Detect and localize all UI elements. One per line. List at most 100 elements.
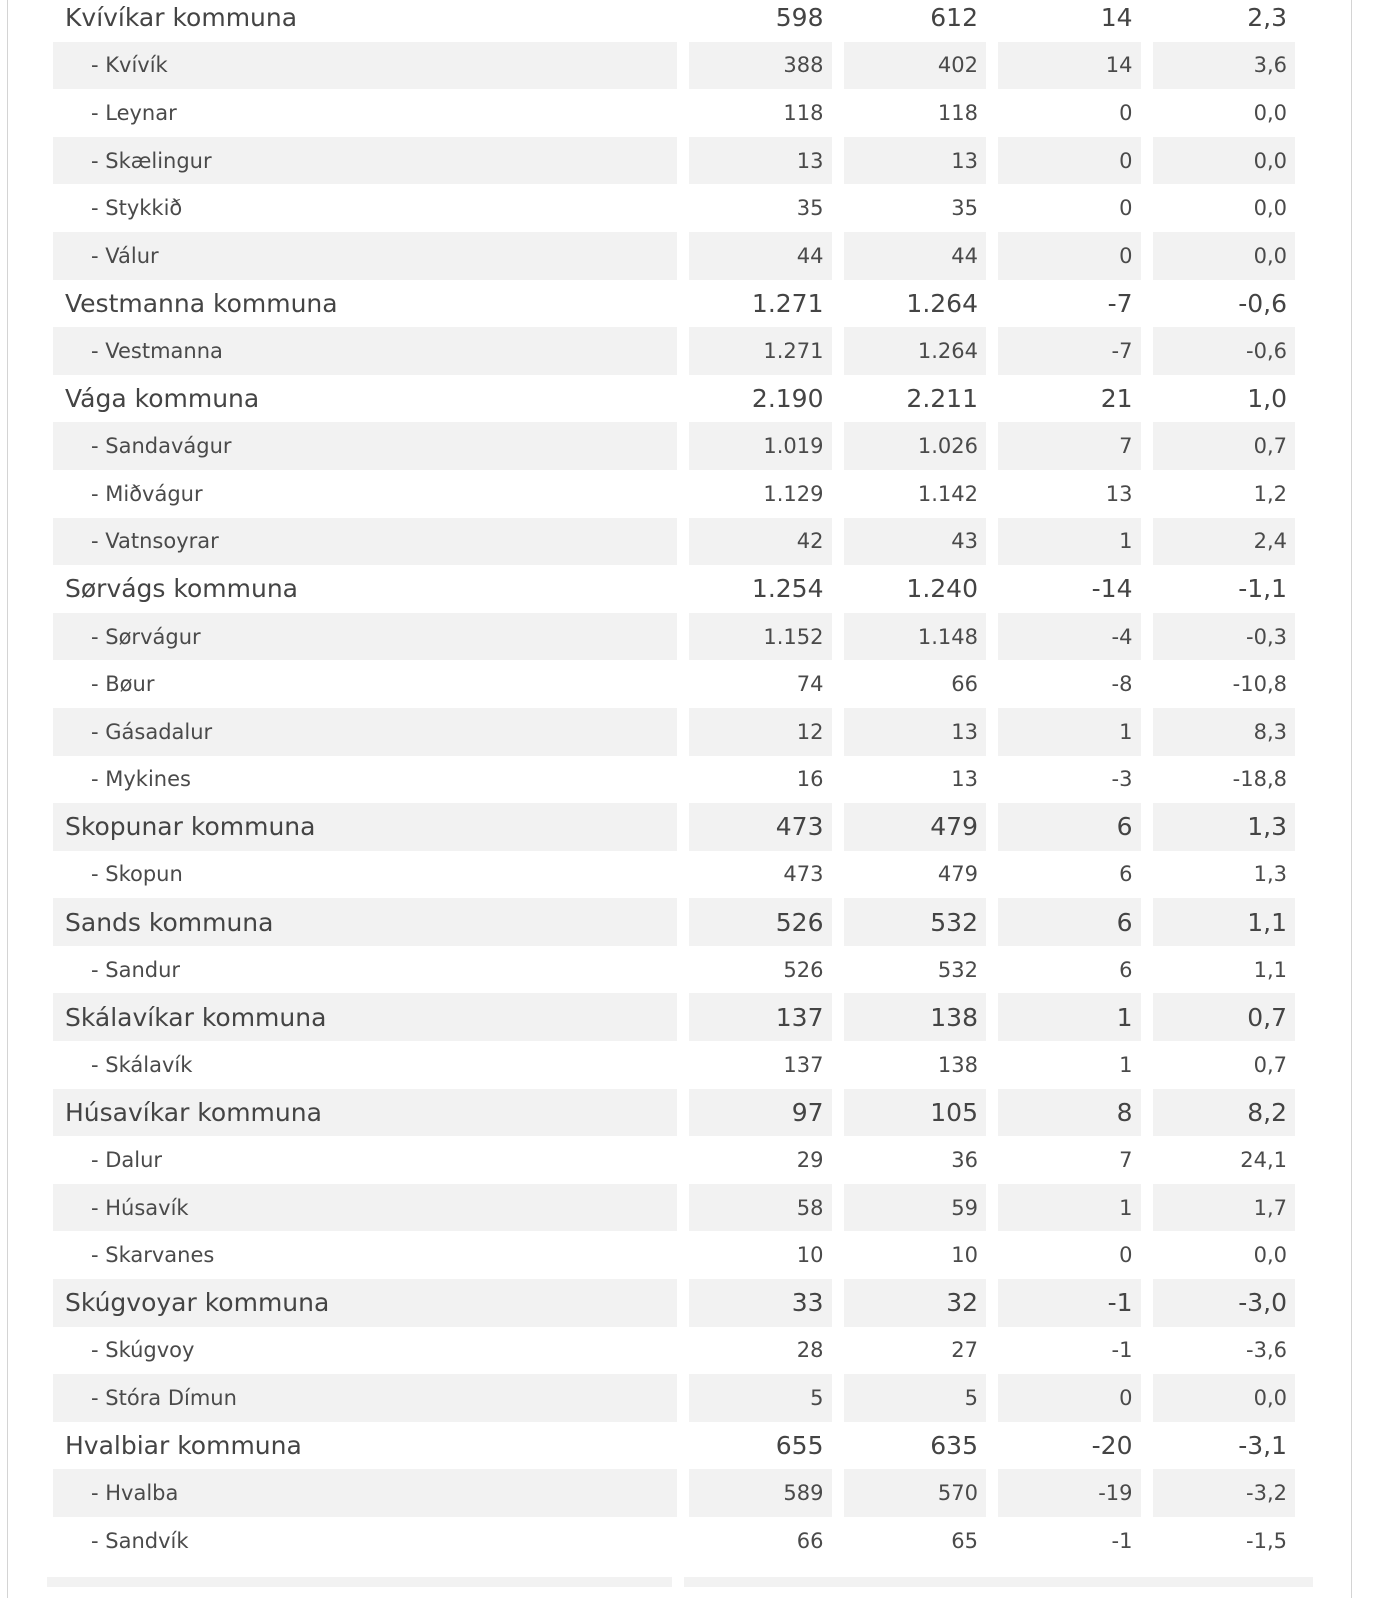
value-cell: 473: [783, 862, 824, 887]
place-name-cell: - Skarvanes: [91, 1243, 215, 1268]
place-name-cell: - Skálavík: [91, 1052, 193, 1077]
village-row: - Skúgvoy 28 27 -1 -3,6: [53, 1327, 1295, 1375]
value-cell: 1.271: [689, 327, 832, 375]
place-name-cell: Vága kommuna: [65, 384, 260, 414]
value-cell: 36: [951, 1148, 978, 1173]
change-cell: 0: [998, 1374, 1141, 1422]
value-cell: 1.142: [917, 481, 978, 506]
place-name-cell: Hvalbiar kommuna: [65, 1431, 302, 1461]
value-cell: 655: [775, 1431, 824, 1461]
value-cell: 44: [843, 231, 986, 280]
change-cell: 1: [998, 993, 1141, 1042]
change-cell: 7: [1119, 1148, 1133, 1173]
percent-change-cell: -0,6: [1152, 327, 1295, 375]
change-cell: 6: [1119, 957, 1133, 982]
value-cell: 13: [843, 136, 986, 185]
value-cell: 1.148: [843, 612, 986, 661]
change-cell: 0: [998, 136, 1141, 185]
place-name-cell: Húsavíkar kommuna: [53, 1088, 677, 1137]
value-cell: 479: [937, 862, 978, 887]
value-cell: 1.264: [906, 288, 978, 318]
place-name-cell: - Stóra Dímun: [53, 1374, 677, 1422]
percent-change-cell: -3,0: [1152, 1279, 1295, 1327]
place-name-cell: - Stykkið: [91, 196, 183, 221]
value-cell: 532: [843, 898, 986, 946]
percent-change-cell: 0,7: [1253, 1052, 1287, 1077]
value-cell: 16: [796, 767, 824, 792]
village-row: - Skælingur 13 13 0 0,0: [53, 136, 1295, 185]
value-cell: 526: [689, 898, 832, 946]
commune-row: Vestmanna kommuna 1.271 1.264 -7 -0,6: [53, 280, 1295, 328]
value-cell: 118: [783, 100, 824, 125]
change-cell: 1: [1119, 1052, 1133, 1077]
place-name-cell: Sands kommuna: [53, 898, 677, 946]
village-row: - Kvívík 388 402 14 3,6: [53, 41, 1295, 90]
value-cell: 479: [843, 803, 986, 851]
value-cell: 97: [689, 1088, 832, 1137]
value-cell: 1.026: [843, 422, 986, 470]
change-cell: 7: [998, 422, 1141, 470]
change-cell: 1: [998, 707, 1141, 756]
value-cell: 32: [843, 1279, 986, 1327]
place-name-cell: - Húsavík: [53, 1183, 677, 1232]
place-name-cell: - Bøur: [91, 672, 155, 697]
place-name-cell: - Skælingur: [53, 136, 677, 185]
change-cell: 6: [998, 803, 1141, 851]
value-cell: 10: [796, 1243, 824, 1268]
change-cell: 0: [1119, 1243, 1133, 1268]
change-cell: -7: [1107, 288, 1133, 318]
change-cell: -1: [1111, 1338, 1133, 1363]
percent-change-cell: 0,0: [1152, 231, 1295, 280]
population-table: Kvívíkar kommuna 598 612 14 2,3- Kvívík 388 40…: [41, 0, 1307, 1565]
commune-row: Sands kommuna 526 532 6 1,1: [53, 898, 1295, 946]
change-cell: -8: [1111, 672, 1133, 697]
value-cell: 10: [951, 1243, 978, 1268]
change-cell: 0: [1119, 100, 1133, 125]
value-cell: 66: [796, 1528, 824, 1553]
value-cell: 137: [689, 993, 832, 1042]
village-row: - Leynar 118 118 0 0,0: [53, 89, 1295, 137]
percent-change-cell: -0,6: [1238, 288, 1287, 318]
place-name-cell: - Dalur: [91, 1148, 163, 1173]
value-cell: 1.152: [689, 612, 832, 661]
value-cell: 29: [796, 1148, 824, 1173]
change-cell: -20: [1091, 1431, 1133, 1461]
value-cell: 570: [843, 1469, 986, 1517]
change-cell: 6: [998, 898, 1141, 946]
change-cell: 0: [1119, 196, 1133, 221]
percent-change-cell: 1,7: [1152, 1183, 1295, 1232]
value-cell: 5: [843, 1374, 986, 1422]
change-cell: 1: [998, 517, 1141, 566]
village-row: - Húsavík 58 59 1 1,7: [53, 1183, 1295, 1232]
percent-change-cell: -0,3: [1152, 612, 1295, 661]
percent-change-cell: 0,0: [1152, 136, 1295, 185]
place-name-cell: - Gásadalur: [53, 707, 677, 756]
commune-row: Hvalbiar kommuna 655 635 -20 -3,1: [53, 1422, 1295, 1470]
place-name-cell: - Sandavágur: [53, 422, 677, 470]
village-row: - Sandavágur 1.019 1.026 7 0,7: [53, 422, 1295, 470]
place-name-cell: - Sørvágur: [53, 612, 677, 661]
percent-change-cell: -1,1: [1238, 574, 1287, 604]
value-cell: 58: [689, 1183, 832, 1232]
value-cell: 612: [930, 3, 978, 33]
village-row: - Stóra Dímun 5 5 0 0,0: [53, 1374, 1295, 1422]
village-row: - Válur 44 44 0 0,0: [53, 231, 1295, 280]
percent-change-cell: -3,1: [1238, 1431, 1287, 1461]
value-cell: 635: [930, 1431, 978, 1461]
value-cell: 42: [689, 517, 832, 566]
value-cell: 12: [689, 707, 832, 756]
change-cell: -3: [1111, 767, 1133, 792]
value-cell: 598: [775, 3, 824, 33]
change-cell: 6: [1119, 862, 1133, 887]
commune-row: Vága kommuna 2.190 2.211 21 1,0: [53, 375, 1295, 423]
commune-row: Sørvágs kommuna 1.254 1.240 -14 -1,1: [53, 565, 1295, 613]
value-cell: 402: [843, 41, 986, 90]
percent-change-cell: 0,7: [1152, 993, 1295, 1042]
percent-change-cell: -10,8: [1232, 672, 1287, 697]
percent-change-cell: 3,6: [1152, 41, 1295, 90]
percent-change-cell: 2,4: [1152, 517, 1295, 566]
place-name-cell: - Kvívík: [53, 41, 677, 90]
value-cell: 35: [951, 196, 978, 221]
place-name-cell: Kvívíkar kommuna: [65, 3, 298, 33]
change-cell: 1: [998, 1183, 1141, 1232]
